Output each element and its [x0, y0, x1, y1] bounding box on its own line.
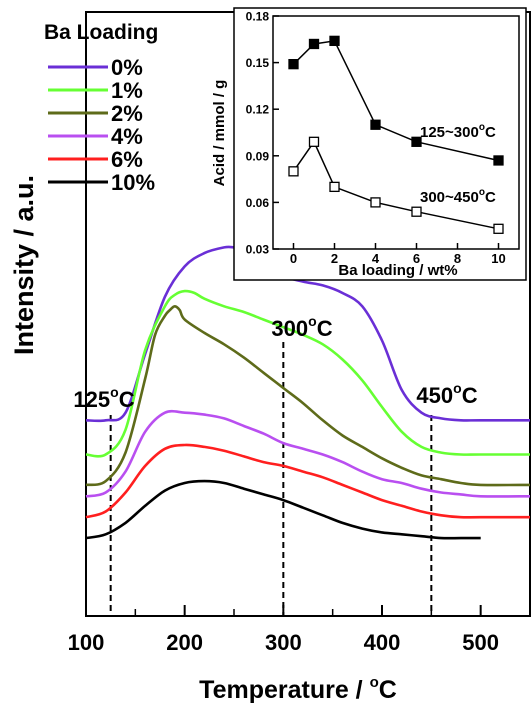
- x-tick-label: 500: [462, 630, 499, 655]
- x-tick-label: 200: [166, 630, 203, 655]
- inset-point-filled: [493, 155, 504, 166]
- inset-series-group: [288, 35, 504, 234]
- inset-y-tick-label: 0.15: [246, 56, 270, 70]
- inset-point-filled: [288, 59, 299, 70]
- legend: Ba Loading 0%1%2%4%6%10%: [44, 21, 158, 195]
- main-x-axis: 100 200 300 400 500: [68, 605, 531, 655]
- inset-y-tick-label: 0.18: [246, 10, 270, 24]
- inset-x-tick-label: 2: [331, 251, 338, 266]
- x-tick-label: 100: [68, 630, 105, 655]
- inset-x-tick-label: 4: [372, 251, 380, 266]
- inset-point-open: [329, 181, 340, 193]
- x-label-text: Temperature /: [199, 676, 369, 704]
- x-label-degree: o: [370, 674, 379, 691]
- inset-y-axis-label: Acid / mmol / g: [211, 80, 228, 187]
- series-line-6pct: [85, 443, 530, 519]
- series-line-1pct: [85, 289, 530, 458]
- inset-point-filled: [411, 136, 422, 147]
- legend-entries: 0%1%2%4%6%10%: [48, 55, 155, 195]
- legend-label: 4%: [111, 124, 143, 149]
- inset-point-open: [411, 206, 422, 217]
- series-line-2pct: [85, 304, 531, 487]
- temperature-annotations: 125oC 300oC 450oC: [73, 313, 477, 412]
- inset-y-tick-label: 0.09: [246, 149, 270, 163]
- inset-point-open: [308, 136, 320, 147]
- inset-x-axis-label: Ba loading / wt%: [338, 262, 457, 279]
- inset-point-open: [288, 166, 299, 177]
- inset-series-label: 300~450oC: [420, 187, 496, 206]
- inset-x-tick-label: 10: [491, 251, 505, 266]
- legend-label: 2%: [111, 101, 143, 126]
- inset-plot-frame: [272, 15, 520, 250]
- inset-chart: 0 2 4 6 8 10 0.03 0.06 0.09 0.12 0.15 0.18 Acid / m…: [211, 7, 527, 281]
- inset-background: [233, 7, 527, 281]
- legend-label: 0%: [111, 55, 143, 80]
- temperature-label: 300oC: [271, 313, 332, 341]
- series-line-4pct: [85, 409, 531, 498]
- inset-series-labels: 125~300oC 300~450oC: [420, 122, 496, 206]
- legend-label: 10%: [111, 170, 155, 195]
- legend-title: Ba Loading: [44, 21, 158, 44]
- inset-x-tick-label: 0: [290, 251, 297, 266]
- inset-y-tick-label: 0.03: [246, 243, 270, 257]
- x-tick-label: 400: [364, 630, 401, 655]
- temperature-label: 450oC: [416, 380, 477, 408]
- x-tick-label: 300: [265, 630, 302, 655]
- inset-series-label: 125~300oC: [420, 122, 496, 141]
- inset-axes: 0 2 4 6 8 10 0.03 0.06 0.09 0.12 0.15 0.18: [246, 10, 506, 267]
- inset-point-filled: [329, 35, 340, 47]
- inset-point-filled: [370, 119, 381, 130]
- main-x-axis-label: Temperature / oC: [199, 674, 397, 704]
- temperature-label: 125oC: [73, 384, 134, 412]
- legend-label: 6%: [111, 147, 143, 172]
- legend-label: 1%: [111, 78, 143, 103]
- inset-x-tick-label: 8: [454, 251, 461, 266]
- x-label-unit: C: [379, 676, 397, 704]
- inset-point-filled: [308, 38, 320, 50]
- inset-y-tick-label: 0.06: [246, 196, 270, 210]
- inset-y-tick-label: 0.12: [246, 103, 270, 117]
- inset-point-open: [370, 197, 381, 208]
- main-y-axis-label: Intensity / a.u.: [9, 175, 39, 355]
- inset-point-open: [493, 223, 504, 234]
- series-line-10pct: [85, 479, 481, 540]
- inset-x-tick-label: 6: [413, 251, 420, 266]
